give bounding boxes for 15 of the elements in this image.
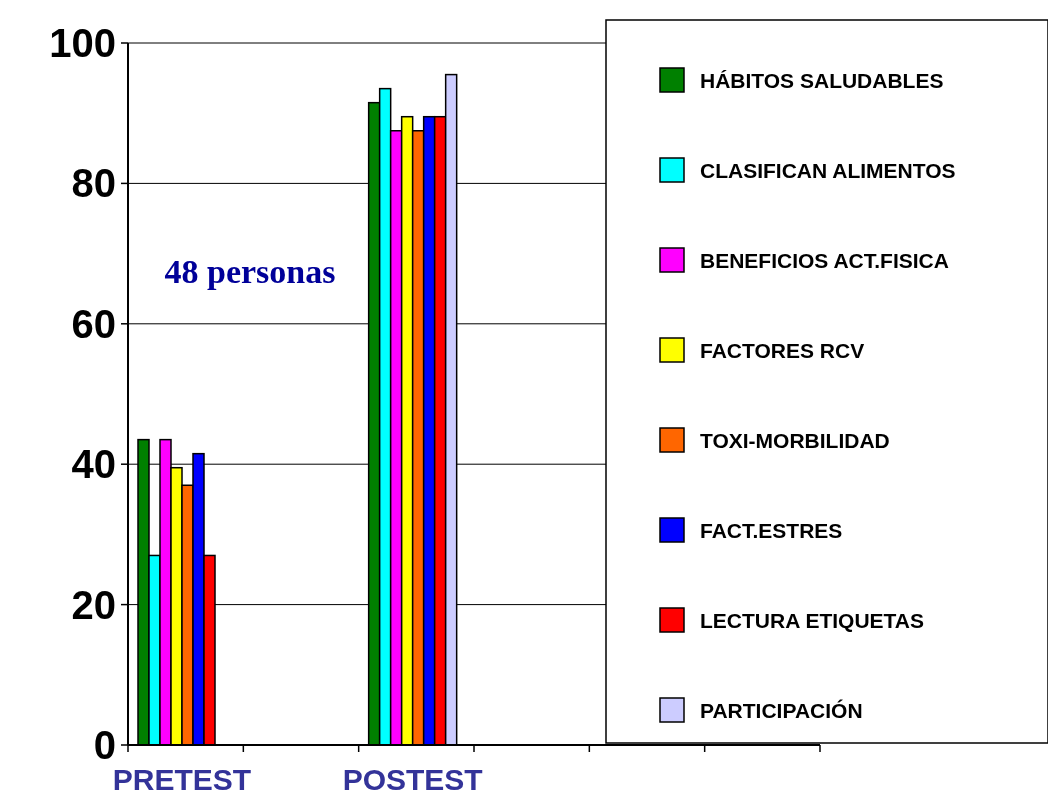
legend-label: CLASIFICAN ALIMENTOS: [700, 159, 956, 182]
y-tick-label: 60: [71, 301, 116, 346]
x-tick-label: POSTEST: [342, 763, 483, 796]
y-tick-label: 80: [71, 161, 116, 206]
annotation: 48 personas: [164, 253, 336, 290]
legend-label: FACT.ESTRES: [700, 519, 843, 542]
legend-label: TOXI-MORBILIDAD: [700, 429, 890, 452]
legend-label: FACTORES RCV: [700, 339, 865, 362]
y-tick-label: 40: [71, 442, 116, 487]
legend-label: PARTICIPACIÓN: [700, 699, 863, 722]
y-tick-label: 20: [71, 582, 116, 627]
legend-label: BENEFICIOS ACT.FISICA: [700, 249, 949, 272]
legend-label: HÁBITOS SALUDABLES: [700, 69, 944, 92]
legend-label: LECTURA ETIQUETAS: [700, 609, 924, 632]
y-tick-label: 100: [49, 21, 116, 65]
